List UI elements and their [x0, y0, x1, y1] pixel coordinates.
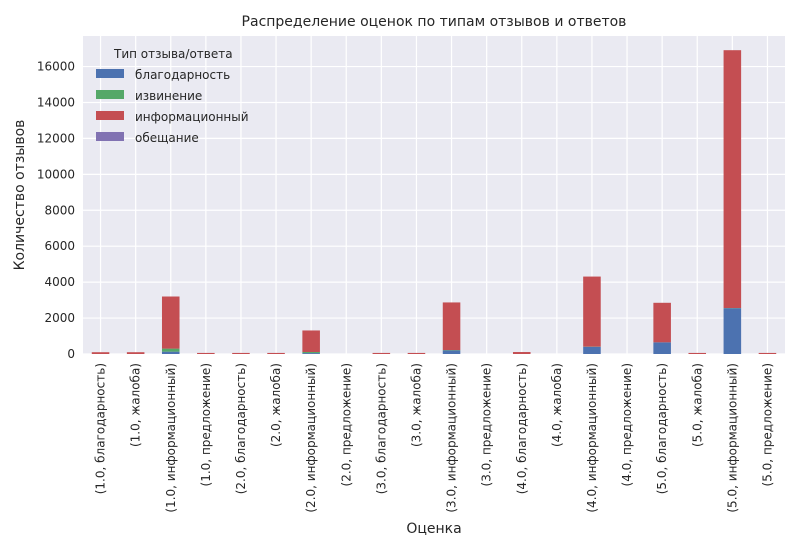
x-tick-label: (2.0, жалоба): [269, 363, 283, 447]
x-tick-label: (3.0, предложение): [480, 363, 494, 486]
y-tick-label: 12000: [37, 131, 75, 145]
bar-segment: [583, 277, 601, 347]
bar-segment: [267, 353, 285, 354]
x-axis-label: Оценка: [406, 521, 461, 537]
bar-segment: [724, 50, 742, 308]
x-tick-label: (5.0, информационный): [725, 363, 739, 513]
bar-segment: [197, 353, 215, 354]
bar-segment: [373, 353, 391, 354]
bar-segment: [162, 352, 180, 354]
legend-title: Тип отзыва/ответа: [113, 47, 233, 61]
plot-area: [83, 36, 785, 354]
y-tick-label: 0: [67, 347, 75, 361]
bar-segment: [653, 342, 671, 354]
y-tick-label: 6000: [44, 239, 75, 253]
bar-segment: [688, 353, 706, 354]
chart-title: Распределение оценок по типам отзывов и …: [242, 14, 627, 30]
bar-segment: [302, 352, 320, 353]
y-tick-label: 8000: [44, 203, 75, 217]
legend-item-label: благодарность: [135, 68, 230, 82]
x-tick-label: (1.0, жалоба): [129, 363, 143, 447]
legend-swatch: [96, 90, 124, 99]
bar-segment: [408, 353, 426, 354]
x-tick-label: (3.0, жалоба): [409, 363, 423, 447]
y-tick-label: 2000: [44, 311, 75, 325]
x-tick-label: (5.0, предложение): [760, 363, 774, 486]
y-tick-label: 16000: [37, 60, 75, 74]
x-tick-label: (5.0, жалоба): [690, 363, 704, 447]
x-tick-label: (2.0, предложение): [339, 363, 353, 486]
x-tick-labels: (1.0, благодарность) (1.0, жалоба) (1.0, и…: [94, 363, 775, 513]
x-tick-label: (1.0, предложение): [199, 363, 213, 486]
y-axis-label: Количество отзывов: [12, 120, 28, 271]
x-tick-label: (1.0, информационный): [164, 363, 178, 513]
x-tick-label: (3.0, информационный): [445, 363, 459, 513]
x-tick-label: (4.0, благодарность): [515, 363, 529, 494]
x-tick-label: (4.0, жалоба): [550, 363, 564, 447]
y-tick-labels: 0 2000 4000 6000 8000 10000 12000 14000 16000: [37, 60, 75, 361]
bar-segment: [724, 308, 742, 354]
bar-segment: [162, 297, 180, 349]
bar-segment: [653, 303, 671, 343]
bar-segment: [92, 352, 110, 354]
bar-segment: [443, 302, 461, 350]
x-tick-label: (3.0, благодарность): [374, 363, 388, 494]
x-tick-label: (4.0, предложение): [620, 363, 634, 486]
bar-segment: [759, 353, 777, 354]
bar-segment: [302, 330, 320, 352]
bar-segment: [443, 350, 461, 354]
bar-segment: [302, 353, 320, 354]
bar-segment: [127, 352, 145, 354]
legend-swatch: [96, 132, 124, 141]
y-tick-label: 10000: [37, 167, 75, 181]
x-tick-label: (4.0, информационный): [585, 363, 599, 513]
legend-item-label: извинение: [135, 89, 202, 103]
bar-segment: [162, 349, 180, 352]
legend-swatch: [96, 111, 124, 120]
bar-segment: [583, 347, 601, 354]
bar-segment: [232, 353, 250, 354]
legend-item-label: обещание: [135, 131, 199, 145]
x-tick-label: (1.0, благодарность): [94, 363, 108, 494]
y-tick-label: 14000: [37, 95, 75, 109]
x-tick-label: (5.0, благодарность): [655, 363, 669, 494]
x-tick-label: (2.0, информационный): [304, 363, 318, 513]
x-tick-label: (2.0, благодарность): [234, 363, 248, 494]
bar-segment: [513, 352, 531, 354]
legend-swatch: [96, 69, 124, 78]
y-tick-label: 4000: [44, 275, 75, 289]
legend-item-label: информационный: [135, 110, 249, 124]
